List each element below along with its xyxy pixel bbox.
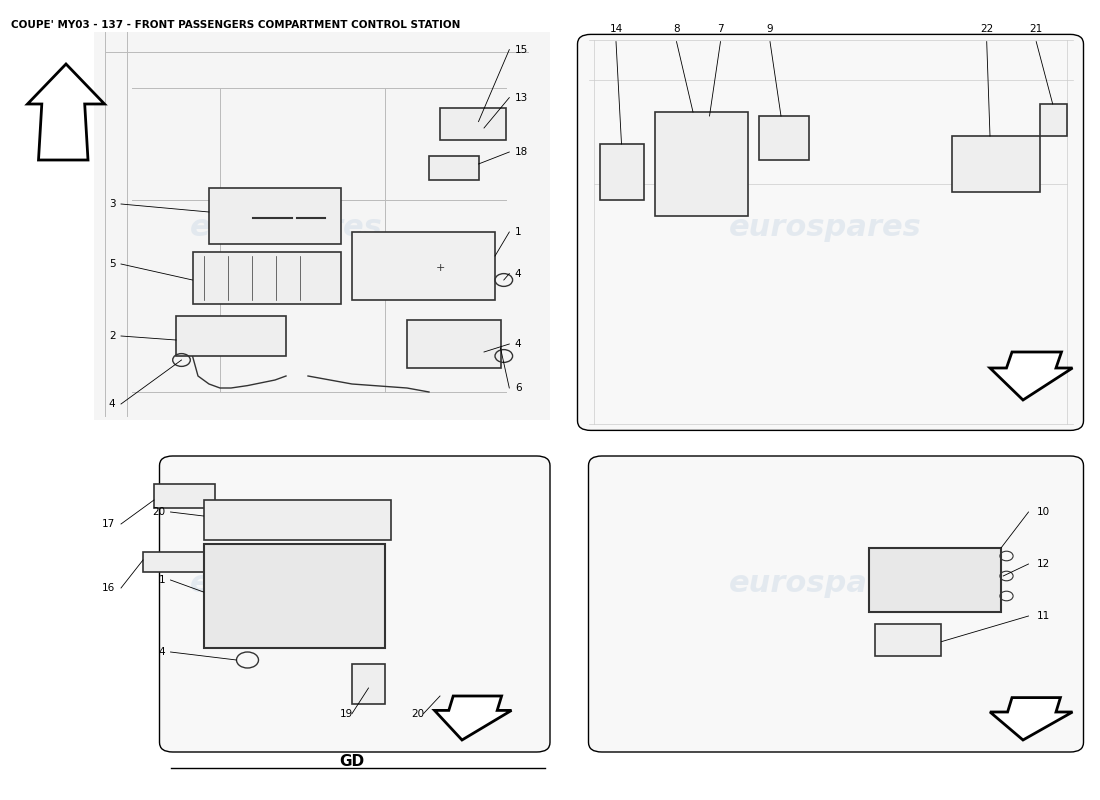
Text: 12: 12 — [1037, 559, 1050, 569]
FancyBboxPatch shape — [429, 156, 478, 180]
FancyBboxPatch shape — [209, 188, 341, 244]
Text: 6: 6 — [515, 383, 521, 393]
FancyBboxPatch shape — [588, 456, 1084, 752]
Text: 1: 1 — [515, 227, 521, 237]
Text: 16: 16 — [102, 583, 116, 593]
FancyBboxPatch shape — [143, 552, 214, 572]
Text: 4: 4 — [158, 647, 165, 657]
Text: 20: 20 — [411, 709, 425, 718]
FancyBboxPatch shape — [352, 664, 385, 704]
FancyBboxPatch shape — [874, 624, 940, 656]
PathPatch shape — [94, 32, 550, 420]
Text: 15: 15 — [515, 45, 528, 54]
FancyBboxPatch shape — [952, 136, 1040, 192]
Text: 4: 4 — [109, 399, 116, 409]
FancyBboxPatch shape — [440, 108, 506, 140]
Text: 22: 22 — [980, 23, 993, 34]
FancyBboxPatch shape — [578, 34, 1084, 430]
Text: 1: 1 — [158, 575, 165, 585]
FancyBboxPatch shape — [407, 320, 500, 368]
Polygon shape — [990, 698, 1072, 740]
Text: 7: 7 — [717, 23, 724, 34]
Polygon shape — [990, 352, 1072, 400]
Polygon shape — [28, 64, 105, 160]
FancyBboxPatch shape — [654, 112, 748, 216]
Text: 9: 9 — [767, 23, 773, 34]
FancyBboxPatch shape — [204, 544, 385, 648]
Text: 14: 14 — [609, 23, 623, 34]
Text: 4: 4 — [515, 269, 521, 278]
FancyBboxPatch shape — [869, 548, 1001, 612]
FancyBboxPatch shape — [352, 232, 495, 300]
Text: 8: 8 — [673, 23, 680, 34]
Text: +: + — [436, 263, 444, 273]
Text: 5: 5 — [109, 259, 116, 269]
Text: 3: 3 — [109, 199, 116, 209]
FancyBboxPatch shape — [154, 484, 215, 508]
FancyBboxPatch shape — [1040, 104, 1067, 136]
Polygon shape — [434, 696, 512, 740]
Text: 4: 4 — [515, 339, 521, 349]
Text: 11: 11 — [1037, 611, 1050, 621]
Text: 18: 18 — [515, 147, 528, 157]
Text: 13: 13 — [515, 93, 528, 102]
Text: 19: 19 — [340, 709, 353, 718]
Text: eurospares: eurospares — [728, 214, 922, 242]
Text: GD: GD — [340, 754, 364, 769]
Text: 10: 10 — [1037, 507, 1050, 517]
Text: 2: 2 — [109, 331, 116, 341]
Text: COUPE' MY03 - 137 - FRONT PASSENGERS COMPARTMENT CONTROL STATION: COUPE' MY03 - 137 - FRONT PASSENGERS COM… — [11, 20, 461, 30]
Text: 17: 17 — [102, 519, 116, 529]
FancyBboxPatch shape — [759, 116, 808, 160]
Text: 20: 20 — [152, 507, 165, 517]
FancyBboxPatch shape — [204, 500, 390, 540]
FancyBboxPatch shape — [600, 144, 643, 200]
FancyBboxPatch shape — [192, 252, 341, 304]
Text: 21: 21 — [1030, 23, 1043, 34]
Text: eurospares: eurospares — [728, 570, 922, 598]
Text: eurospares: eurospares — [189, 570, 383, 598]
FancyBboxPatch shape — [176, 316, 286, 356]
Text: eurospares: eurospares — [189, 214, 383, 242]
FancyBboxPatch shape — [160, 456, 550, 752]
